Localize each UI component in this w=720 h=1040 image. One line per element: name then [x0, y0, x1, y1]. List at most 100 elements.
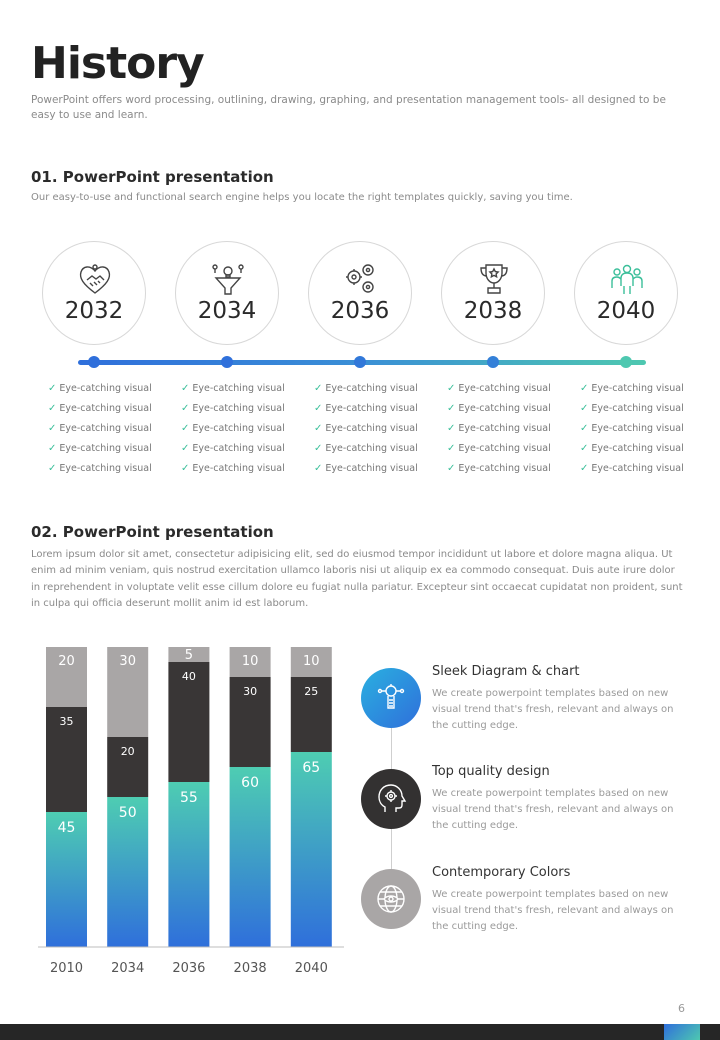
milestone-2036: 2036 [308, 241, 412, 345]
checklist-2036: ✓ Eye-catching visual ✓ Eye-catching visua… [314, 382, 444, 482]
team-icon [611, 264, 643, 294]
checklist-item: ✓ Eye-catching visual [48, 403, 152, 414]
section-2-heading: 02. PowerPoint presentation [31, 523, 274, 541]
section-2-paragraph: Lorem ipsum dolor sit amet, consectetur … [31, 549, 683, 609]
checklist-2040: ✓ Eye-catching visual ✓ Eye-catching visua… [580, 382, 710, 482]
trophy-icon [480, 264, 508, 294]
checklist-item: ✓ Eye-catching visual [314, 403, 418, 414]
milestone-year: 2036 [330, 298, 390, 324]
bar-segment-2034-0 [107, 797, 149, 947]
check-icon: ✓ [580, 423, 589, 434]
feature-desc-3: We create powerpoint templates based on … [432, 889, 674, 932]
bar-value-label: 10 [242, 654, 259, 669]
check-icon: ✓ [447, 443, 456, 454]
check-icon: ✓ [314, 383, 323, 394]
bar-segment-2040-0 [290, 752, 332, 947]
bar-value-label: 30 [243, 685, 257, 698]
timeline-dot [487, 356, 499, 368]
bar-segment-2040-2 [290, 647, 332, 677]
bar-segment-2034-2 [107, 647, 149, 737]
checklist-item: ✓ Eye-catching visual [580, 463, 684, 474]
x-tick-label: 2040 [295, 961, 328, 976]
bar-segment-2010-0 [46, 812, 87, 947]
checklist-item: ✓ Eye-catching visual [580, 383, 684, 394]
bar-segment-2034-1 [107, 737, 149, 797]
bar-value-label: 20 [121, 745, 135, 758]
bar-value-label: 40 [182, 670, 196, 683]
check-icon: ✓ [181, 403, 190, 414]
check-icon: ✓ [314, 443, 323, 454]
checklist-item: ✓ Eye-catching visual [447, 383, 551, 394]
bar-segment-2010-1 [46, 707, 87, 812]
idea-funnel-icon [212, 264, 244, 295]
section-1-description: Our easy-to-use and functional search en… [31, 192, 573, 203]
check-icon: ✓ [48, 423, 57, 434]
feature-icon-3 [361, 869, 421, 929]
bar-value-label: 50 [119, 805, 137, 821]
checklist-item: ✓ Eye-catching visual [314, 423, 418, 434]
bar-value-label: 65 [302, 760, 320, 776]
bar-value-label: 20 [58, 654, 75, 669]
checklist-item: ✓ Eye-catching visual [447, 403, 551, 414]
timeline-dot [88, 356, 100, 368]
checklist-item: ✓ Eye-catching visual [48, 383, 152, 394]
x-tick-label: 2038 [234, 961, 267, 976]
check-icon: ✓ [314, 423, 323, 434]
checklist-item: ✓ Eye-catching visual [48, 423, 152, 434]
milestone-2040: 2040 [574, 241, 678, 345]
page-title: History [31, 38, 205, 89]
globe-eye-icon [377, 885, 405, 913]
checklist-item: ✓ Eye-catching visual [580, 443, 684, 454]
x-tick-label: 2010 [50, 961, 83, 976]
bar-segment-2038-0 [229, 767, 271, 947]
x-tick-label: 2034 [111, 961, 144, 976]
section-1-heading: 01. PowerPoint presentation [31, 168, 274, 186]
checklist-2038: ✓ Eye-catching visual ✓ Eye-catching visua… [447, 382, 577, 482]
x-tick-label: 2036 [172, 961, 205, 976]
feature-icon-2 [361, 769, 421, 829]
checklist-2034: ✓ Eye-catching visual ✓ Eye-catching visua… [181, 382, 311, 482]
checklist-item: ✓ Eye-catching visual [48, 463, 152, 474]
milestone-2038: 2038 [441, 241, 545, 345]
check-icon: ✓ [580, 403, 589, 414]
feature-icon-1 [361, 668, 421, 728]
bar-value-label: 5 [185, 648, 193, 663]
bar-segment-2036-0 [168, 782, 210, 947]
checklist-item: ✓ Eye-catching visual [314, 463, 418, 474]
checklist-item: ✓ Eye-catching visual [181, 423, 285, 434]
checklist-item: ✓ Eye-catching visual [447, 463, 551, 474]
bar-segment-2010-2 [46, 647, 87, 707]
milestone-year: 2032 [64, 298, 124, 324]
milestone-2032: 2032 [42, 241, 146, 345]
bar-segment-2040-1 [290, 677, 332, 752]
timeline-dot [620, 356, 632, 368]
check-icon: ✓ [181, 383, 190, 394]
bar-segment-2036-1 [168, 662, 210, 782]
feature-desc-1: We create powerpoint templates based on … [432, 688, 674, 731]
timeline-dot [354, 356, 366, 368]
bar-value-label: 10 [303, 654, 320, 669]
check-icon: ✓ [181, 423, 190, 434]
checklist-item: ✓ Eye-catching visual [48, 443, 152, 454]
check-icon: ✓ [181, 443, 190, 454]
checklist-item: ✓ Eye-catching visual [314, 443, 418, 454]
checklist-item: ✓ Eye-catching visual [181, 403, 285, 414]
checklist-item: ✓ Eye-catching visual [447, 423, 551, 434]
page-number: 6 [678, 1002, 685, 1015]
check-icon: ✓ [48, 463, 57, 474]
footer-bar [0, 1024, 720, 1040]
milestone-2034: 2034 [175, 241, 279, 345]
check-icon: ✓ [580, 463, 589, 474]
check-icon: ✓ [580, 443, 589, 454]
milestone-year: 2040 [596, 298, 656, 324]
page-subtitle: PowerPoint offers word processing, outli… [31, 94, 666, 121]
mind-network-icon [377, 684, 405, 709]
check-icon: ✓ [48, 383, 57, 394]
bar-segment-2036-2 [168, 647, 210, 662]
check-icon: ✓ [48, 403, 57, 414]
check-icon: ✓ [447, 403, 456, 414]
feature-desc-2: We create powerpoint templates based on … [432, 788, 674, 831]
checklist-item: ✓ Eye-catching visual [580, 403, 684, 414]
feature-title-1: Sleek Diagram & chart [432, 664, 580, 679]
milestone-year: 2034 [197, 298, 257, 324]
